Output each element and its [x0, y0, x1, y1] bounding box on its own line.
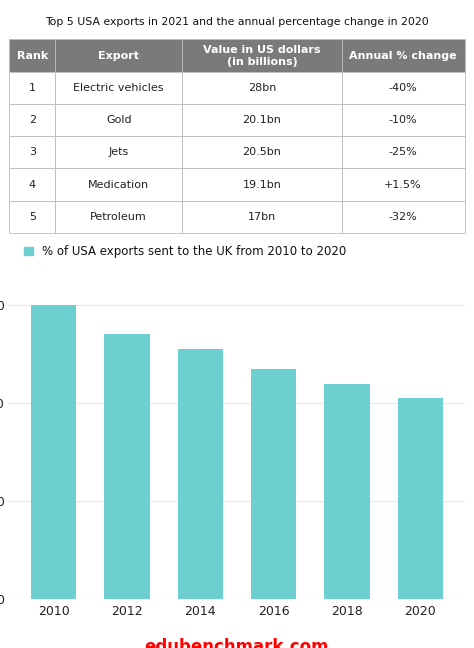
FancyBboxPatch shape [55, 136, 182, 168]
FancyBboxPatch shape [55, 201, 182, 233]
FancyBboxPatch shape [342, 40, 465, 72]
Bar [178, 349, 223, 599]
FancyBboxPatch shape [9, 201, 55, 233]
Text: Annual % change: Annual % change [349, 51, 457, 61]
Text: -10%: -10% [389, 115, 418, 125]
FancyBboxPatch shape [182, 104, 342, 136]
FancyBboxPatch shape [342, 72, 465, 104]
Text: 4: 4 [28, 179, 36, 190]
Text: Top 5 USA exports in 2021 and the annual percentage change in 2020: Top 5 USA exports in 2021 and the annual… [45, 17, 429, 27]
Text: 20.5bn: 20.5bn [243, 147, 282, 157]
FancyBboxPatch shape [182, 40, 342, 72]
FancyBboxPatch shape [182, 201, 342, 233]
FancyBboxPatch shape [9, 40, 55, 72]
Text: Electric vehicles: Electric vehicles [73, 83, 164, 93]
Text: -25%: -25% [389, 147, 418, 157]
Text: 17bn: 17bn [248, 212, 276, 222]
Text: Gold: Gold [106, 115, 131, 125]
Text: Jets: Jets [109, 147, 129, 157]
Text: 28bn: 28bn [248, 83, 276, 93]
FancyBboxPatch shape [342, 168, 465, 201]
FancyBboxPatch shape [342, 201, 465, 233]
FancyBboxPatch shape [342, 136, 465, 168]
FancyBboxPatch shape [55, 72, 182, 104]
FancyBboxPatch shape [55, 104, 182, 136]
Text: Medication: Medication [88, 179, 149, 190]
FancyBboxPatch shape [182, 136, 342, 168]
Text: 20.1bn: 20.1bn [243, 115, 282, 125]
Text: Export: Export [98, 51, 139, 61]
Text: +1.5%: +1.5% [384, 179, 422, 190]
FancyBboxPatch shape [9, 72, 55, 104]
Text: -40%: -40% [389, 83, 418, 93]
Legend: % of USA exports sent to the UK from 2010 to 2020: % of USA exports sent to the UK from 201… [25, 245, 346, 258]
Text: Petroleum: Petroleum [91, 212, 147, 222]
FancyBboxPatch shape [182, 72, 342, 104]
Text: 2: 2 [28, 115, 36, 125]
FancyBboxPatch shape [9, 168, 55, 201]
FancyBboxPatch shape [9, 104, 55, 136]
Text: 1: 1 [29, 83, 36, 93]
Text: 19.1bn: 19.1bn [243, 179, 282, 190]
Text: -32%: -32% [389, 212, 418, 222]
Bar [398, 399, 443, 599]
FancyBboxPatch shape [182, 168, 342, 201]
FancyBboxPatch shape [342, 104, 465, 136]
FancyBboxPatch shape [9, 136, 55, 168]
Text: Rank: Rank [17, 51, 48, 61]
FancyBboxPatch shape [55, 40, 182, 72]
Text: 3: 3 [29, 147, 36, 157]
Text: edubenchmark.com: edubenchmark.com [145, 638, 329, 648]
Text: 5: 5 [29, 212, 36, 222]
FancyBboxPatch shape [55, 168, 182, 201]
Bar [324, 384, 370, 599]
Bar [104, 334, 150, 599]
Bar [251, 369, 296, 599]
Bar [31, 305, 76, 599]
Text: Value in US dollars
(in billions): Value in US dollars (in billions) [203, 45, 321, 67]
